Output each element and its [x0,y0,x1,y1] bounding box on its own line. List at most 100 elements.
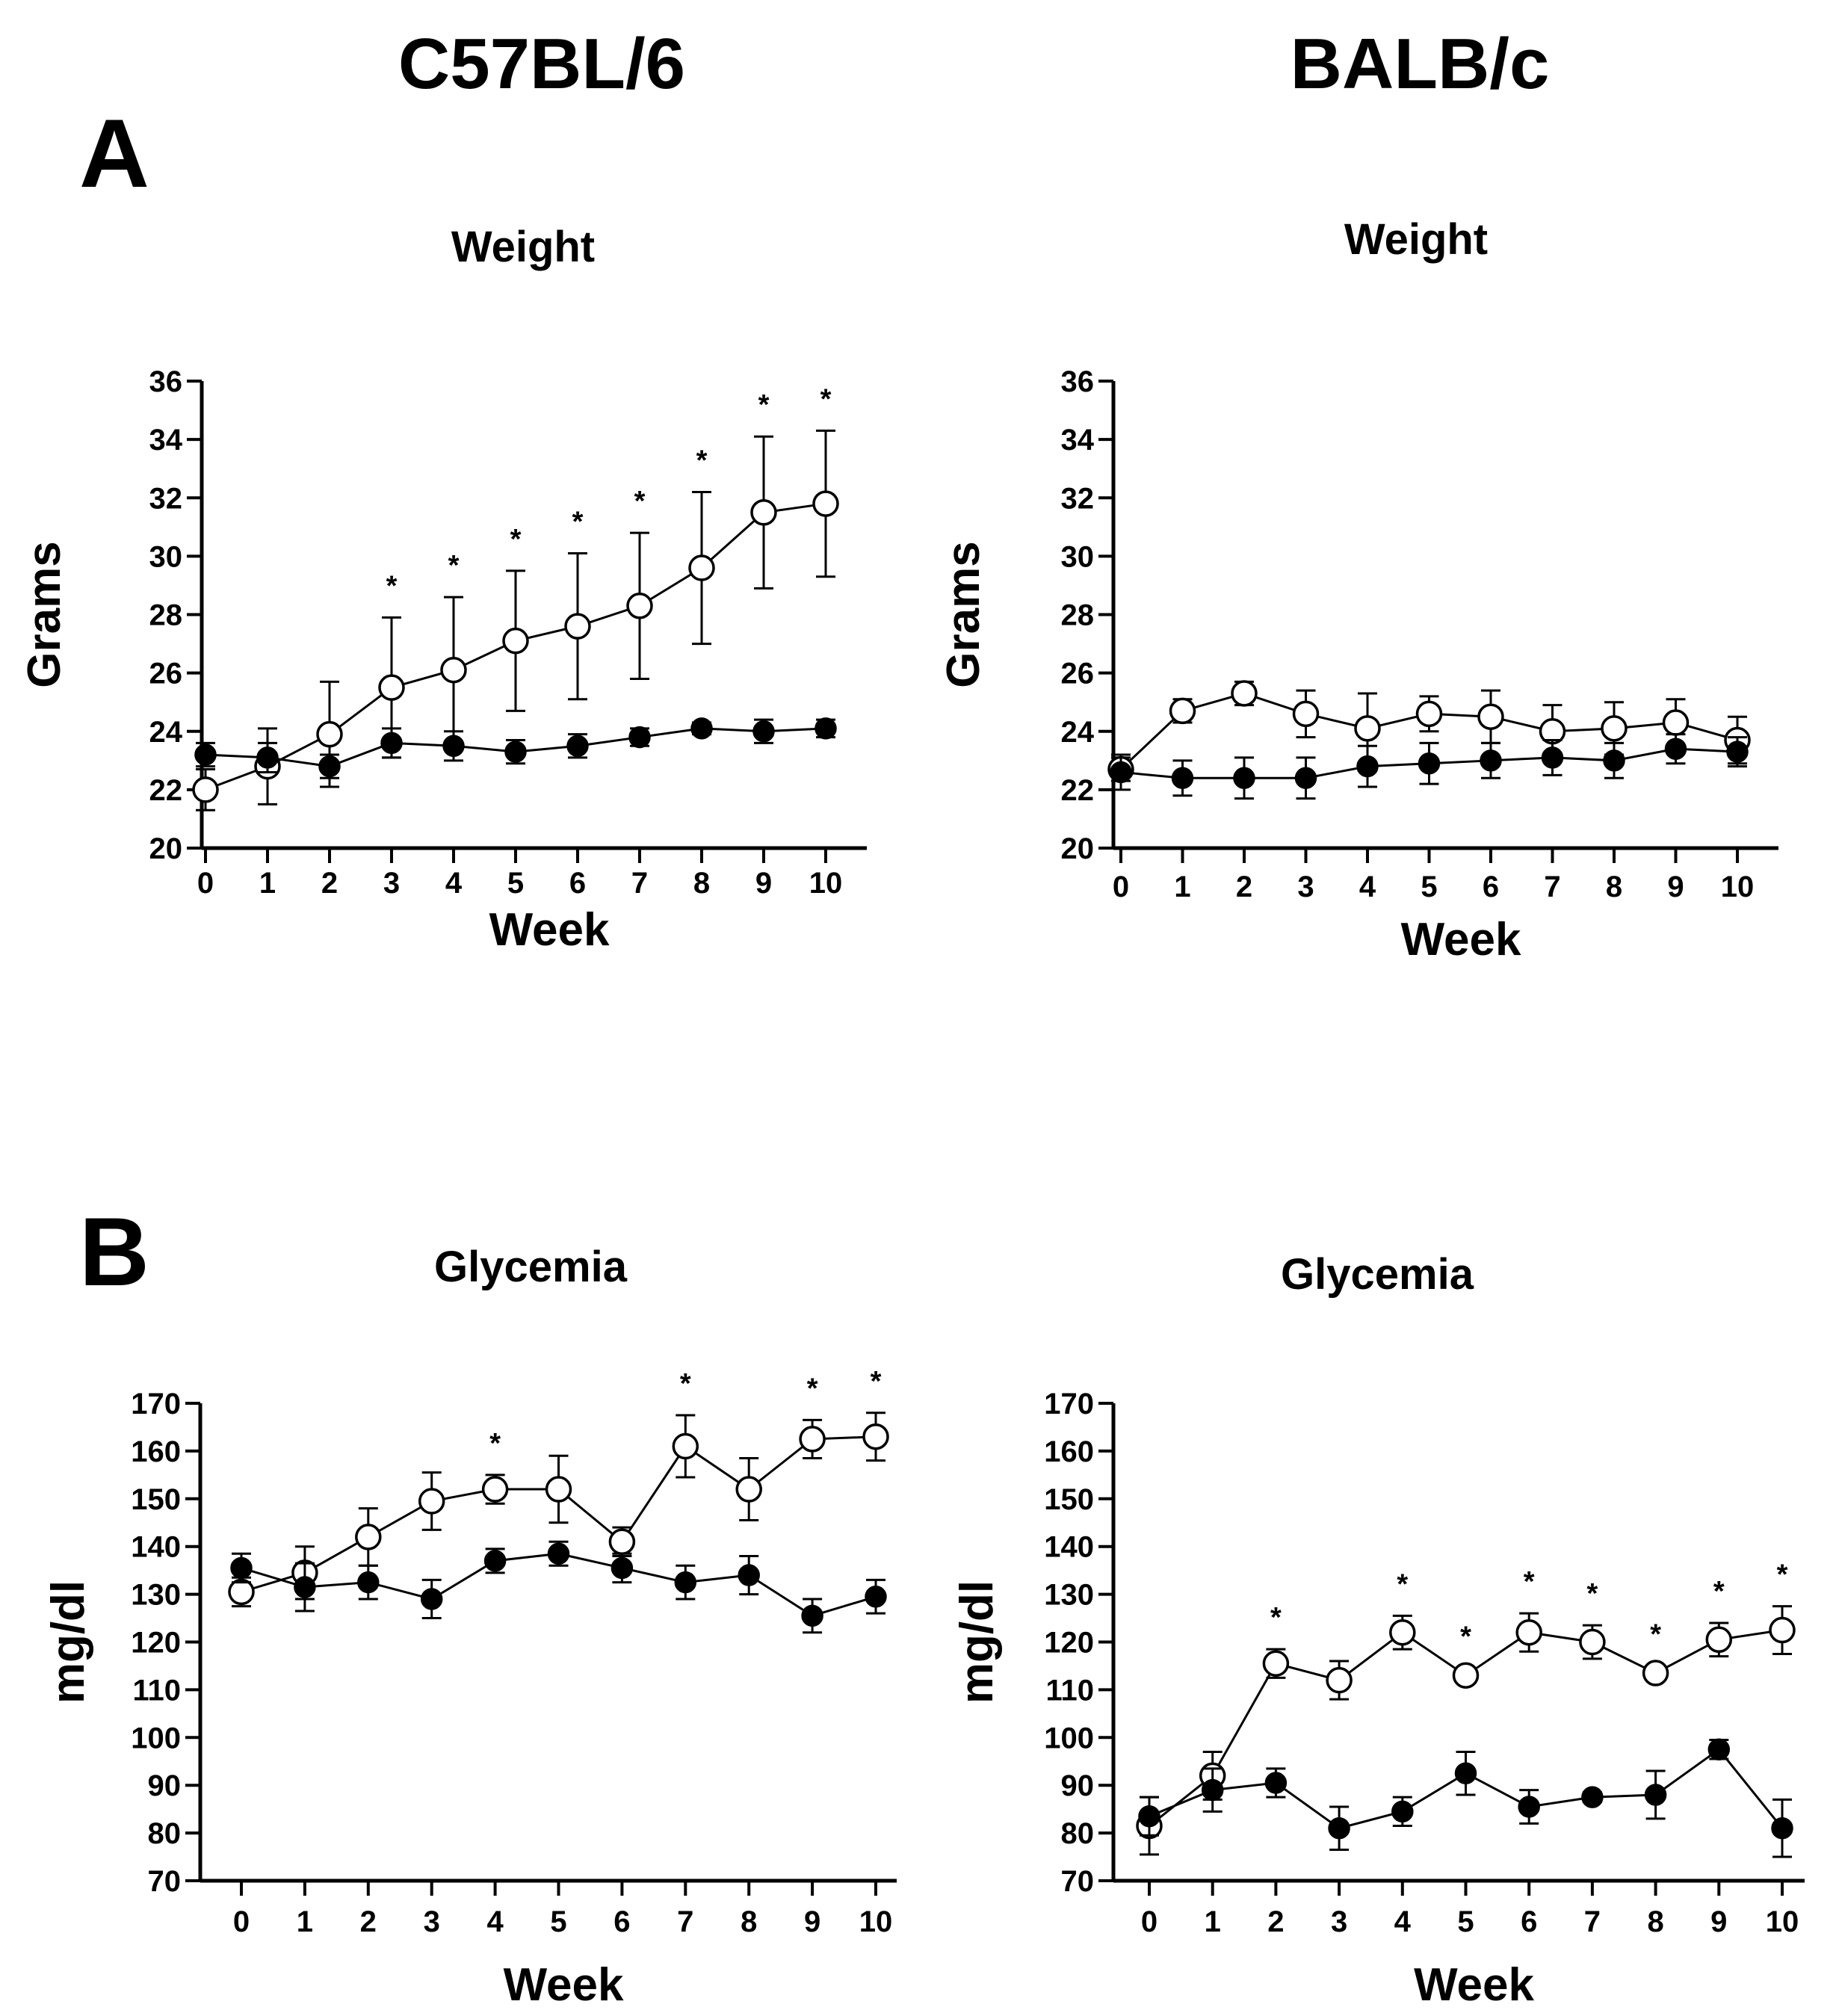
x-tick-label: 10 [1721,871,1755,903]
data-point [318,723,341,746]
x-tick-label: 7 [677,1905,693,1938]
y-tick-label: 34 [1061,424,1095,457]
x-tick-label: 6 [1521,1905,1537,1938]
x-tick-label: 9 [804,1905,820,1938]
data-point [1391,1621,1415,1645]
x-tick-label: 1 [1174,871,1190,903]
y-tick-label: 36 [1061,365,1095,398]
x-axis-label: Week [504,1959,624,2011]
significance-star: * [489,1428,501,1459]
data-point [1646,1785,1666,1805]
y-tick-label: 20 [149,832,183,865]
x-axis-label: Week [1414,1959,1534,2011]
data-point [1519,1797,1539,1816]
data-point [1358,757,1377,776]
x-tick-label: 9 [1710,1905,1727,1938]
y-tick-label: 170 [1044,1388,1094,1420]
data-point [1266,1773,1285,1793]
x-tick-label: 6 [613,1905,630,1938]
significance-star: * [1713,1576,1725,1607]
y-tick-label: 160 [131,1435,181,1468]
y-tick-label: 32 [1061,482,1095,515]
data-point [1772,1819,1792,1838]
data-point [320,757,339,776]
y-tick-label: 24 [149,716,183,749]
x-tick-label: 9 [755,867,772,900]
data-point [1644,1661,1668,1685]
data-point [1264,1651,1288,1675]
x-tick-label: 4 [486,1905,504,1938]
data-point [229,1580,253,1604]
x-tick-label: 5 [507,867,524,900]
y-tick-label: 24 [1061,716,1095,749]
chart-title: Weight [451,223,595,271]
significance-star: * [1270,1602,1282,1633]
data-point [673,1435,697,1459]
data-point [692,719,711,738]
significance-star: * [696,445,708,476]
data-point [1454,1663,1478,1687]
x-tick-label: 4 [445,867,463,900]
data-point [444,736,463,755]
y-tick-label: 110 [1045,1674,1094,1707]
x-tick-label: 8 [693,867,710,900]
panel-letter-b: B [79,1197,149,1306]
data-point [422,1589,442,1609]
y-axis-label: mg/dl [951,1580,1003,1704]
x-tick-label: 2 [360,1905,377,1938]
y-tick-label: 34 [149,424,183,457]
significance-star: * [386,570,398,602]
x-tick-label: 0 [233,1905,250,1938]
data-point [690,556,714,580]
data-point [1420,754,1439,773]
column-title-balbc: BALB/c [1291,24,1550,104]
data-point [1709,1740,1728,1759]
data-point [754,722,773,741]
x-tick-label: 8 [1647,1905,1663,1938]
x-tick-label: 2 [1236,871,1252,903]
x-tick-label: 10 [1766,1905,1799,1938]
data-point [1666,739,1686,758]
x-axis-label: Week [489,904,610,956]
x-tick-label: 3 [1297,871,1314,903]
x-tick-label: 8 [741,1905,757,1938]
series-filled-circle [232,1542,885,1632]
x-tick-label: 10 [859,1905,893,1938]
significance-star: * [1777,1559,1788,1591]
significance-star: * [758,389,770,421]
x-tick-label: 5 [1421,871,1437,903]
series-filled-circle [1111,735,1747,799]
x-tick-label: 1 [259,867,276,900]
data-point [442,658,466,682]
data-point [1418,702,1441,726]
x-tick-label: 3 [424,1905,440,1938]
y-tick-label: 22 [149,774,183,807]
data-point [295,1577,315,1597]
x-tick-label: 3 [383,867,400,900]
x-tick-label: 6 [1483,871,1499,903]
data-point [1140,1807,1159,1826]
x-tick-label: 6 [569,867,586,900]
data-point [800,1427,824,1451]
data-point [628,594,652,618]
data-point [359,1573,378,1592]
y-axis-label: Grams [19,541,70,687]
data-point [866,1587,885,1607]
data-point [1583,1787,1602,1807]
y-tick-label: 32 [149,482,183,515]
significance-star: * [1524,1566,1535,1598]
x-tick-label: 5 [550,1905,566,1938]
data-point [1543,748,1563,767]
y-tick-label: 120 [131,1627,181,1660]
data-point [1479,705,1503,729]
data-point [568,736,587,755]
data-point [676,1573,695,1592]
chart-title: Glycemia [434,1243,628,1291]
data-point [566,614,590,638]
data-point [864,1425,888,1449]
y-tick-label: 20 [1061,832,1095,865]
panel-letter-a: A [79,99,149,208]
y-tick-label: 36 [149,365,183,398]
y-axis-label: mg/dl [43,1580,94,1704]
y-tick-label: 150 [1044,1483,1094,1516]
